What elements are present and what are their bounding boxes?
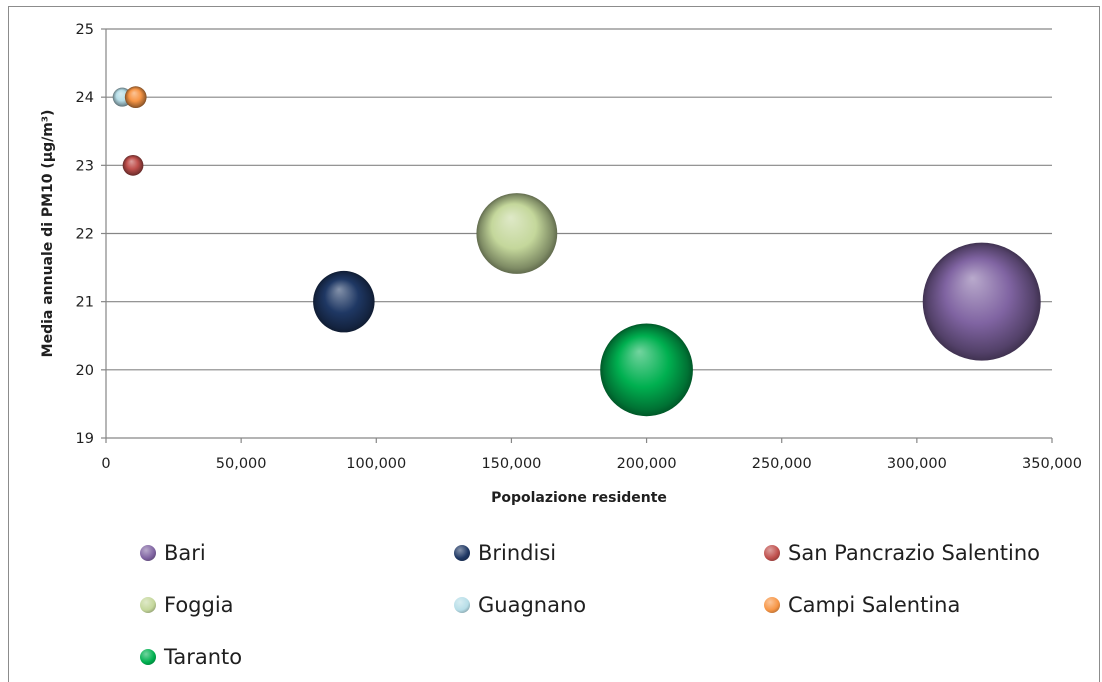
legend-label: Taranto <box>164 645 243 669</box>
chart-frame <box>8 6 1100 682</box>
legend: Bari Brindisi San Pancrazio Salentino Foggi… <box>0 530 1102 680</box>
bubble-san-pancrazio-salentino <box>122 154 144 176</box>
bubble-campi-salentina <box>124 86 147 109</box>
legend-label: San Pancrazio Salentino <box>788 541 1040 565</box>
x-axis-title: Popolazione residente <box>491 490 667 506</box>
x-tick-label: 100,000 <box>346 456 406 472</box>
x-tick-label: 0 <box>101 456 110 472</box>
x-tick-label: 50,000 <box>216 456 267 472</box>
legend-swatch <box>140 597 156 613</box>
legend-swatch <box>140 545 156 561</box>
legend-item-foggia: Foggia <box>140 593 234 617</box>
y-tick-label: 25 <box>76 22 94 38</box>
bubble-bari <box>922 242 1041 361</box>
y-tick-labels: 19 20 21 22 23 24 25 <box>76 22 94 447</box>
legend-item-campi-salentina: Campi Salentina <box>764 593 960 617</box>
legend-swatch <box>140 649 156 665</box>
legend-label: Campi Salentina <box>788 593 961 617</box>
x-tick-labels: 0 50,000 100,000 150,000 200,000 250,000 300,0… <box>101 456 1082 472</box>
legend-item-taranto: Taranto <box>140 645 242 669</box>
legend-label: Foggia <box>164 593 234 617</box>
y-tick-label: 23 <box>76 158 94 174</box>
x-tick-label: 350,000 <box>1022 456 1082 472</box>
bubble-foggia <box>476 193 558 274</box>
y-tick-label: 19 <box>76 431 94 447</box>
legend-label: Brindisi <box>478 541 557 565</box>
legend-item-guagnano: Guagnano <box>454 593 586 617</box>
legend-swatch <box>764 597 780 613</box>
legend-swatch <box>764 545 780 561</box>
bubble-brindisi <box>313 270 375 333</box>
y-tick-label: 24 <box>76 90 94 106</box>
y-tick-label: 20 <box>76 363 94 379</box>
axes <box>101 28 1053 443</box>
legend-item-bari: Bari <box>140 541 206 565</box>
x-tick-label: 300,000 <box>887 456 947 472</box>
legend-label: Guagnano <box>478 593 587 617</box>
legend-swatch <box>454 545 470 561</box>
x-tick-label: 250,000 <box>752 456 812 472</box>
bubble-taranto <box>600 323 693 417</box>
legend-item-san-pancrazio-salentino: San Pancrazio Salentino <box>764 541 1040 565</box>
legend-item-brindisi: Brindisi <box>454 541 556 565</box>
bubble-chart: 0 50,000 100,000 150,000 200,000 250,000 300,0… <box>40 22 1082 506</box>
y-tick-label: 22 <box>76 227 94 243</box>
legend-label: Bari <box>164 541 206 565</box>
y-axis-title: Media annuale di PM10 (µg/m³) <box>40 110 56 358</box>
y-tick-label: 21 <box>76 295 94 311</box>
gridlines <box>106 28 1052 371</box>
x-tick-label: 150,000 <box>481 456 541 472</box>
x-tick-label: 200,000 <box>617 456 677 472</box>
bubbles <box>112 86 1041 417</box>
legend-swatch <box>454 597 470 613</box>
